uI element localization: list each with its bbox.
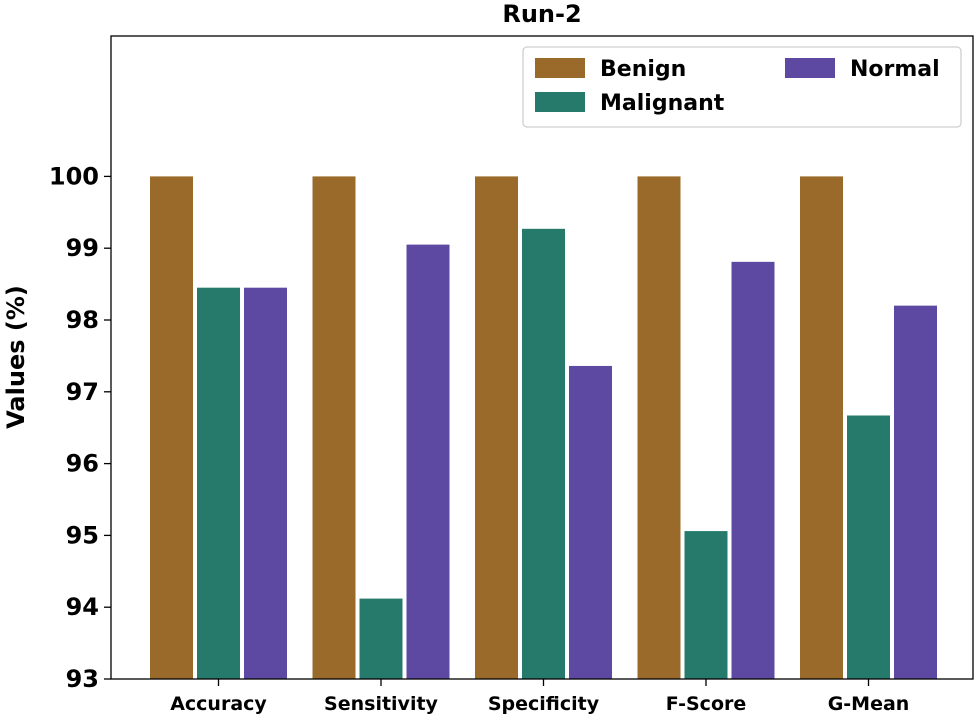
bar-malignant-sensitivity [359, 598, 403, 679]
y-ticks-group: 93 94 95 96 97 98 99 100 [49, 162, 111, 693]
legend: Benign Malignant Normal [522, 46, 962, 128]
legend-swatch-benign [535, 58, 585, 78]
plot-frame [110, 35, 974, 680]
y-tick-label: 100 [49, 162, 99, 190]
y-tick-label: 93 [66, 665, 99, 693]
legend-swatch-malignant [535, 92, 585, 112]
y-axis-label: Values (%) [2, 285, 30, 429]
y-tick-label: 96 [66, 450, 99, 478]
x-ticks-group: Accuracy Sensitivity Specificity F-Score G-M… [170, 679, 909, 715]
bar-benign-f-score [637, 176, 681, 679]
y-tick-label: 98 [66, 306, 99, 334]
bar-normal-g-mean [894, 305, 937, 679]
y-tick-label: 95 [66, 521, 99, 549]
chart-title: Run-2 [502, 0, 581, 28]
bar-malignant-f-score [684, 531, 728, 679]
x-tick-label-g-mean: G-Mean [828, 693, 910, 715]
legend-label-benign: Benign [600, 57, 686, 82]
x-tick-label-accuracy: Accuracy [170, 693, 267, 715]
bar-benign-specificity [475, 176, 518, 679]
legend-label-normal: Normal [850, 57, 940, 82]
y-tick-label: 99 [66, 234, 99, 262]
bars-group [150, 176, 937, 680]
bar-normal-f-score [731, 261, 775, 679]
y-tick-label: 94 [66, 593, 99, 621]
bar-benign-sensitivity [312, 176, 356, 679]
bar-normal-sensitivity [406, 244, 450, 680]
legend-label-malignant: Malignant [600, 91, 725, 116]
x-tick-label-specificity: Specificity [488, 693, 600, 715]
bar-malignant-specificity [522, 228, 565, 679]
legend-swatch-normal [785, 58, 835, 78]
bar-benign-g-mean [800, 176, 843, 679]
y-tick-label: 97 [66, 378, 99, 406]
bar-malignant-accuracy [197, 287, 240, 679]
bar-benign-accuracy [150, 176, 193, 679]
bar-normal-accuracy [244, 287, 287, 679]
x-tick-label-f-score: F-Score [666, 693, 747, 715]
legend-box [522, 46, 962, 128]
x-tick-label-sensitivity: Sensitivity [324, 693, 438, 715]
bar-normal-specificity [569, 365, 612, 679]
bar-malignant-g-mean [847, 415, 890, 679]
